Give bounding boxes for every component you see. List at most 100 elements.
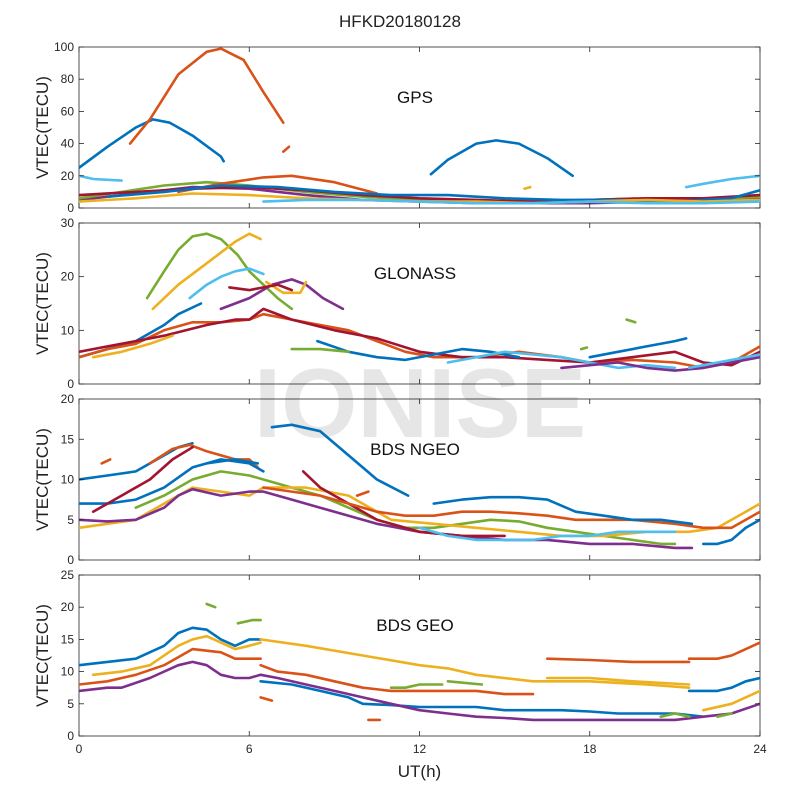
series-line-0 [79,626,262,667]
series-line-20 [716,712,733,719]
series-line-4 [79,174,123,182]
series-line-1 [128,47,285,145]
x-tick-label: 0 [76,742,83,756]
series-line-6 [523,185,532,190]
series-line-12 [687,676,760,693]
x-tick-label: 24 [753,742,767,756]
y-tick-label: 10 [61,323,75,337]
series-line-11 [687,641,760,661]
y-tick-label: 100 [54,40,74,54]
series-line-7 [259,663,535,696]
y-tick-label: 80 [61,72,75,86]
series-line-2 [188,267,265,300]
y-tick-label: 40 [61,137,75,151]
series-line-0 [79,118,225,170]
series-line-16 [91,334,174,359]
y-tick-label: 5 [67,513,74,527]
series-line-0 [145,232,294,311]
y-tick-label: 20 [61,392,75,406]
series-line-10 [301,470,506,538]
series-line-3 [429,139,575,178]
series-line-1 [100,458,112,465]
panel-label: GPS [397,88,433,107]
x-tick-label: 18 [583,742,597,756]
y-tick-label: 20 [61,169,75,183]
series-line-16 [446,679,484,686]
watermark: IONISE [254,348,586,458]
panel-bds-ngeo: 0 5 10 15 20 VTEC(TECU) BDS NGEO [33,392,761,567]
series-line-13 [545,676,691,686]
y-tick-label: 20 [61,600,75,614]
panel-label: BDS NGEO [370,440,460,459]
series-line-8 [79,487,694,550]
series-line-11 [262,486,760,530]
y-tick-label: 20 [61,270,75,284]
series-line-5 [79,458,265,505]
series-line-5 [236,618,262,625]
y-tick-label: 60 [61,104,75,118]
x-axis-label: UT(h) [398,762,441,781]
series-line-6 [134,470,677,546]
panel-glonass: 0 10 20 30 VTEC(TECU) GLONASS [33,216,761,391]
series-line-19 [659,712,691,719]
series-line-8 [259,679,705,719]
series-line-10 [545,657,691,664]
figure-title: HFKD20180128 [339,12,461,31]
series-line-9 [259,673,760,722]
y-tick-label: 10 [61,665,75,679]
series-line-8 [79,307,760,367]
y-axis-label: VTEC(TECU) [33,604,52,707]
series-line-2 [281,145,291,153]
series-line-17 [259,696,274,702]
series-group [79,423,760,550]
y-axis-label: VTEC(TECU) [33,428,52,531]
series-line-9 [316,339,521,362]
y-axis-label: VTEC(TECU) [33,252,52,355]
series-line-15 [579,346,589,351]
series-line-1 [151,232,262,311]
x-tick-label: 12 [413,742,427,756]
series-line-4 [264,280,308,295]
y-tick-label: 5 [67,697,74,711]
panel-label: BDS GEO [376,616,453,635]
series-line-12 [432,495,694,526]
series-line-14 [701,518,760,546]
series-line-15 [355,490,370,497]
panel-gps: 0 20 40 60 80 100 VTEC(TECU) GPS [33,40,761,215]
panel-bds-geo: 0 5 10 15 20 25 0 6 12 18 24 VTEC(TECU) BDS GEO [33,568,767,756]
series-line-12 [560,355,760,372]
y-tick-label: 15 [61,432,75,446]
series-line-14 [625,318,637,324]
series-line-13 [290,347,350,354]
x-tick-label: 6 [246,742,253,756]
series-line-11 [588,337,688,359]
series-line-1 [91,634,262,677]
y-axis-label: VTEC(TECU) [33,76,52,179]
series-line-15 [389,683,444,690]
y-tick-label: 0 [67,201,74,215]
series-line-4 [270,423,410,497]
series-line-13 [262,198,760,205]
y-tick-label: 10 [61,473,75,487]
series-line-9 [91,445,194,514]
y-tick-label: 30 [61,216,75,230]
series-group [79,47,760,205]
series-line-3 [79,660,262,693]
series-group [79,232,760,372]
series-line-7 [79,312,760,370]
series-line-14 [701,689,760,712]
series-line-4 [205,602,217,609]
series-group [79,602,760,722]
series-line-5 [228,283,294,292]
y-tick-label: 25 [61,568,75,582]
y-tick-label: 0 [67,553,74,567]
series-line-2 [148,443,260,469]
series-line-2 [79,647,262,686]
y-tick-label: 0 [67,377,74,391]
series-line-13 [418,526,677,542]
series-line-5 [684,174,760,189]
series-line-3 [219,278,345,311]
y-tick-label: 0 [67,729,74,743]
